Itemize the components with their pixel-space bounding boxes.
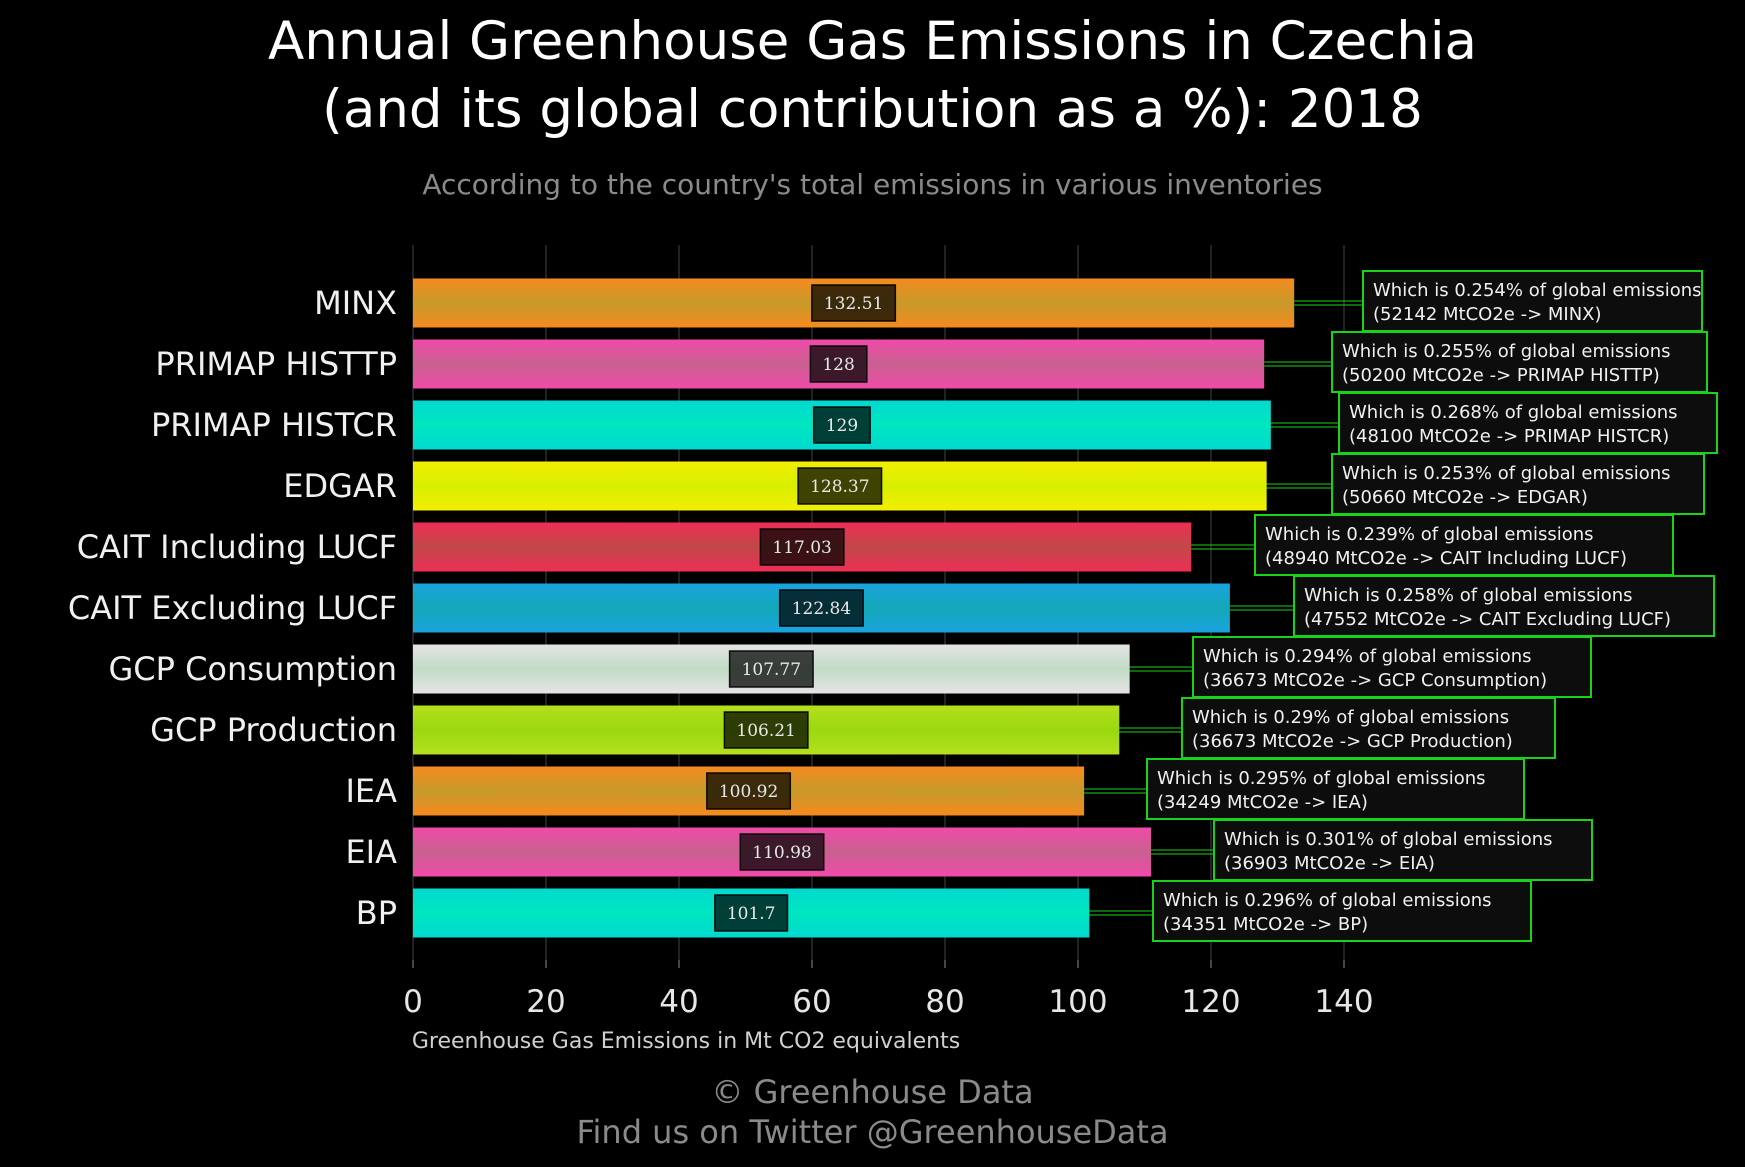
x-axis-label: Greenhouse Gas Emissions in Mt CO2 equiv… <box>412 1029 960 1054</box>
value-label: 132.51 <box>824 294 883 314</box>
x-tick-label: 140 <box>1314 984 1373 1020</box>
value-label: 107.77 <box>742 660 801 680</box>
annotation-line-2: (48940 MtCO2e -> CAIT Including LUCF) <box>1265 548 1627 569</box>
x-tick-label: 20 <box>526 984 565 1020</box>
annotation-box <box>1331 331 1708 393</box>
value-label: 110.98 <box>752 843 811 863</box>
annotation-line-1: Which is 0.255% of global emissions <box>1342 341 1671 362</box>
bar-chart: 132.51 128 129 128.37 117.03 122.84 107.77 106.… <box>68 245 1718 1054</box>
value-label: 106.21 <box>736 721 795 741</box>
footer-twitter: Find us on Twitter @GreenhouseData <box>576 1113 1169 1151</box>
annotation-line-1: Which is 0.294% of global emissions <box>1203 646 1532 667</box>
category-label: GCP Production <box>150 711 397 749</box>
value-label-box <box>714 894 789 932</box>
annotation-line-2: (34351 MtCO2e -> BP) <box>1163 914 1368 935</box>
category-label: PRIMAP HISTTP <box>155 345 397 383</box>
value-label: 101.7 <box>727 904 776 924</box>
annotation-line-1: Which is 0.29% of global emissions <box>1192 707 1509 728</box>
annotation-box <box>1213 819 1593 881</box>
value-label-box <box>706 772 792 810</box>
annotation-line-2: (36903 MtCO2e -> EIA) <box>1224 853 1435 874</box>
annotation-line-1: Which is 0.258% of global emissions <box>1304 585 1633 606</box>
annotation-line-2: (50660 MtCO2e -> EDGAR) <box>1342 487 1588 508</box>
value-label-box <box>759 528 845 566</box>
annotation-line-1: Which is 0.301% of global emissions <box>1224 829 1553 850</box>
x-tick-label: 120 <box>1181 984 1240 1020</box>
value-label-box <box>728 650 814 688</box>
annotation-box <box>1293 575 1715 637</box>
value-label-box <box>797 467 883 505</box>
category-label: CAIT Excluding LUCF <box>68 589 397 627</box>
category-label: EDGAR <box>283 467 397 505</box>
value-label: 122.84 <box>792 599 851 619</box>
chart-title: Annual Greenhouse Gas Emissions in Czech… <box>0 8 1745 144</box>
category-label: EIA <box>345 833 397 871</box>
chart-subtitle: According to the country's total emissio… <box>422 168 1323 201</box>
annotation-line-2: (34249 MtCO2e -> IEA) <box>1157 792 1368 813</box>
footer: © Greenhouse Data Find us on Twitter @Gr… <box>0 1072 1745 1152</box>
x-axis: 0 20 40 60 80 100 120 140 Greenhouse Gas Emissio… <box>403 960 1374 1054</box>
x-tick-label: 60 <box>792 984 831 1020</box>
annotation-box <box>1152 880 1532 942</box>
chart-title-line-2: (and its global contribution as a %): 20… <box>322 79 1423 140</box>
annotation-line-1: Which is 0.239% of global emissions <box>1265 524 1594 545</box>
footer-copyright: © Greenhouse Data <box>711 1073 1034 1111</box>
category-label: MINX <box>314 284 397 322</box>
x-tick-label: 100 <box>1048 984 1107 1020</box>
annotation-line-1: Which is 0.253% of global emissions <box>1342 463 1671 484</box>
annotation-line-1: Which is 0.296% of global emissions <box>1163 890 1492 911</box>
annotation-box <box>1254 514 1674 576</box>
annotation-line-2: (48100 MtCO2e -> PRIMAP HISTCR) <box>1349 426 1669 447</box>
annotation-connectors <box>1084 300 1363 916</box>
x-tick-label: 80 <box>925 984 964 1020</box>
annotation-line-2: (52142 MtCO2e -> MINX) <box>1373 304 1602 325</box>
annotation-line-1: Which is 0.254% of global emissions <box>1373 280 1702 301</box>
x-tick-label: 40 <box>659 984 698 1020</box>
value-label-box <box>778 589 864 627</box>
annotation-box <box>1338 392 1718 454</box>
category-label: PRIMAP HISTCR <box>151 406 397 444</box>
x-tick-label: 0 <box>403 984 423 1020</box>
annotations: Which is 0.254% of global emissions (5214… <box>1146 270 1718 942</box>
value-label-box <box>811 284 897 322</box>
value-label-box <box>809 345 868 383</box>
value-label: 129 <box>826 416 858 436</box>
value-label: 128.37 <box>810 477 869 497</box>
value-label: 100.92 <box>719 782 778 802</box>
category-label: BP <box>356 894 397 932</box>
category-labels: MINX PRIMAP HISTTP PRIMAP HISTCR EDGAR CAIT … <box>68 284 397 932</box>
value-label-box <box>812 406 871 444</box>
annotation-line-2: (47552 MtCO2e -> CAIT Excluding LUCF) <box>1304 609 1671 630</box>
value-label-box <box>739 833 825 871</box>
value-label: 128 <box>822 355 854 375</box>
value-label: 117.03 <box>772 538 831 558</box>
annotation-box <box>1331 453 1705 515</box>
annotation-line-2: (50200 MtCO2e -> PRIMAP HISTTP) <box>1342 365 1660 386</box>
chart-title-line-1: Annual Greenhouse Gas Emissions in Czech… <box>267 11 1478 72</box>
category-label: GCP Consumption <box>108 650 397 688</box>
annotation-box <box>1146 758 1525 820</box>
annotation-line-1: Which is 0.295% of global emissions <box>1157 768 1486 789</box>
annotation-box <box>1192 636 1592 698</box>
annotation-line-1: Which is 0.268% of global emissions <box>1349 402 1678 423</box>
value-labels: 132.51 128 129 128.37 117.03 122.84 107.77 106.… <box>706 284 897 932</box>
value-label-box <box>723 711 809 749</box>
category-label: CAIT Including LUCF <box>77 528 397 566</box>
annotation-line-2: (36673 MtCO2e -> GCP Production) <box>1192 731 1513 752</box>
annotation-line-2: (36673 MtCO2e -> GCP Consumption) <box>1203 670 1547 691</box>
category-label: IEA <box>345 772 397 810</box>
